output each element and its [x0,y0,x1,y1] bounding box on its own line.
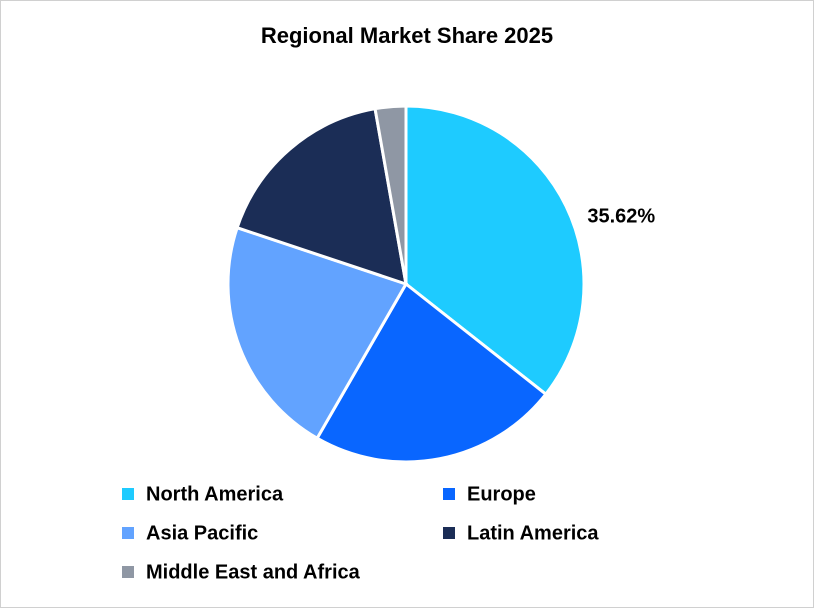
legend-label: Asia Pacific [146,522,258,544]
legend-label: Middle East and Africa [146,561,361,583]
legend-marker [443,527,455,539]
legend-label: Latin America [467,522,599,544]
legend-marker [122,488,134,500]
legend-marker [443,488,455,500]
pie-slice [315,281,548,464]
pie-slice [226,225,409,441]
chart-title: Regional Market Share 2025 [261,23,553,48]
legend-marker [122,527,134,539]
pie-slice [235,106,408,287]
legend-label: North America [146,483,284,505]
pie-slice [404,104,586,397]
data-label: 35.62% [587,205,655,227]
pie-slice [373,104,408,285]
legend-marker [122,566,134,578]
legend-label: Europe [467,483,536,505]
